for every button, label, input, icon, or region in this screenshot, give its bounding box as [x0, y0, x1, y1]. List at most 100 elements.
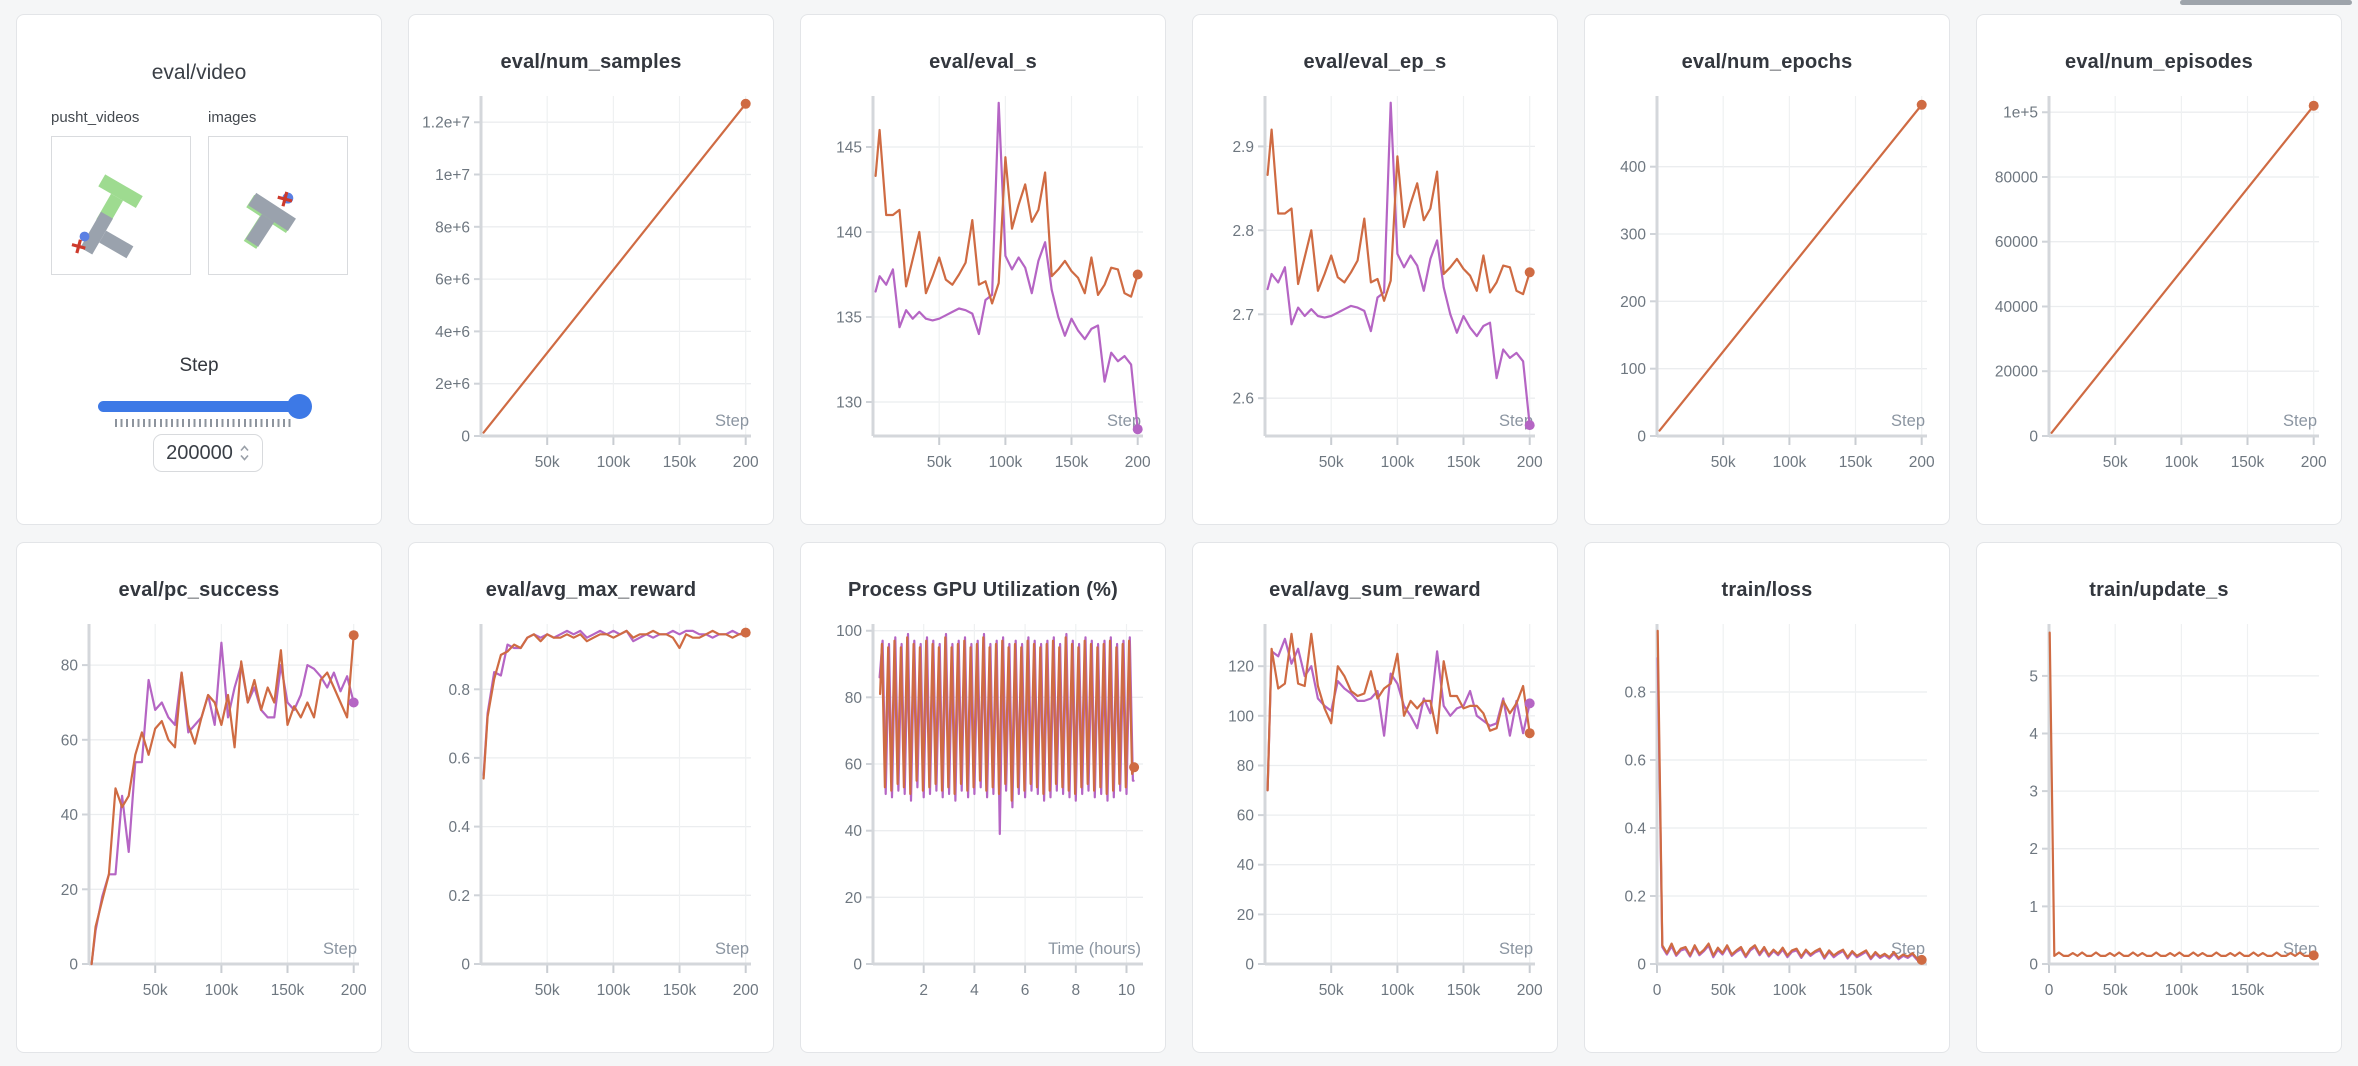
svg-text:0.4: 0.4: [448, 819, 470, 836]
svg-text:2.9: 2.9: [1232, 139, 1254, 156]
line-chart-eval-eval-s[interactable]: 130 135 140 145 50k 100k 150k 200 Step: [805, 88, 1161, 488]
svg-text:100k: 100k: [989, 454, 1023, 471]
svg-text:0: 0: [461, 429, 470, 446]
svg-text:0.4: 0.4: [1624, 821, 1646, 838]
panel-title: eval/video: [151, 61, 247, 84]
svg-text:140: 140: [836, 225, 862, 242]
chart-title: train/loss: [1721, 579, 1813, 601]
svg-text:50k: 50k: [1319, 982, 1344, 999]
step-slider-handle[interactable]: [287, 394, 312, 419]
svg-text:1: 1: [2029, 899, 2038, 916]
video-thumbnail-pusht[interactable]: [51, 136, 191, 275]
target-cross-icon: [71, 239, 86, 254]
svg-text:0: 0: [69, 957, 78, 974]
panel-eval-video: eval/video pusht_videos images: [16, 14, 382, 525]
svg-text:2e+6: 2e+6: [435, 376, 470, 393]
step-number-input[interactable]: 200000: [153, 434, 263, 472]
svg-text:100: 100: [836, 623, 862, 640]
step-slider[interactable]: [98, 394, 312, 419]
svg-text:5: 5: [2029, 668, 2038, 685]
svg-text:60: 60: [1237, 808, 1255, 825]
svg-text:100k: 100k: [205, 982, 239, 999]
line-chart-train-loss[interactable]: 0 0.2 0.4 0.6 0.8 0 50k 100k 150k Step: [1589, 616, 1945, 1016]
line-chart-process-gpu-utilization[interactable]: 0 20 40 60 80 100 2 4 6 8 10 Time (hours): [805, 616, 1161, 1016]
svg-text:100k: 100k: [2165, 982, 2199, 999]
svg-text:40000: 40000: [1995, 299, 2038, 316]
line-chart-eval-avg-max-reward[interactable]: 0 0.2 0.4 0.6 0.8 50k 100k 150k 200 Step: [413, 616, 769, 1016]
media-label-images: images: [208, 109, 257, 126]
svg-text:100k: 100k: [2165, 454, 2199, 471]
svg-text:100: 100: [1620, 361, 1646, 378]
line-chart-eval-avg-sum-reward[interactable]: 0 20 40 60 80 100 120 50k 100k 150k 200 Step: [1197, 616, 1553, 1016]
gray-t-shape: [80, 211, 134, 259]
panel-eval-avg-sum-reward: eval/avg_sum_reward 0 20 40 60 80 100 120 50k 10…: [1192, 542, 1558, 1053]
panel-process-gpu-utilization: Process GPU Utilization (%) 0 20 40 60 80 100…: [800, 542, 1166, 1053]
chart-title: eval/pc_success: [118, 579, 280, 601]
svg-text:100k: 100k: [1773, 982, 1807, 999]
svg-text:8e+6: 8e+6: [435, 219, 470, 236]
svg-text:1e+5: 1e+5: [2003, 105, 2038, 122]
pusht-scene-image: [71, 174, 143, 259]
line-chart-eval-eval-ep-s[interactable]: 2.6 2.7 2.8 2.9 50k 100k 150k 200 Step: [1197, 88, 1553, 488]
svg-text:10: 10: [1118, 982, 1136, 999]
step-value: 200000: [166, 441, 233, 464]
svg-text:150k: 150k: [2231, 982, 2265, 999]
chart-title: eval/num_episodes: [2065, 51, 2253, 73]
svg-text:200: 200: [1909, 454, 1935, 471]
video-thumbnail-images[interactable]: [208, 136, 348, 275]
agent-dot: [79, 231, 90, 242]
line-chart-eval-num-samples[interactable]: 0 2e+6 4e+6 6e+6 8e+6 1e+7 1.2e+7 50k 100k 150k 20…: [413, 88, 769, 488]
svg-text:100k: 100k: [597, 982, 631, 999]
svg-text:120: 120: [1228, 659, 1254, 676]
panel-eval-eval-s: eval/eval_s 130 135 140 145 50k 100k 150k 200 St…: [800, 14, 1166, 525]
horizontal-scrollbar-thumb[interactable]: [2180, 0, 2352, 5]
svg-text:200: 200: [1517, 982, 1543, 999]
svg-text:50k: 50k: [535, 982, 560, 999]
svg-text:200: 200: [1125, 454, 1151, 471]
svg-text:Step: Step: [715, 940, 749, 958]
chevron-down-icon[interactable]: [239, 453, 250, 462]
svg-text:0: 0: [2029, 429, 2038, 446]
svg-text:4e+6: 4e+6: [435, 324, 470, 341]
green-t-shape: [96, 174, 143, 227]
svg-text:Step: Step: [1499, 940, 1533, 958]
svg-text:0: 0: [853, 957, 862, 974]
svg-text:2.6: 2.6: [1232, 391, 1254, 408]
svg-text:200: 200: [733, 982, 759, 999]
svg-text:50k: 50k: [1711, 454, 1736, 471]
line-chart-eval-num-epochs[interactable]: 0 100 200 300 400 50k 100k 150k 200 Step: [1589, 88, 1945, 488]
chevron-up-icon[interactable]: [239, 444, 250, 453]
line-chart-eval-pc-success[interactable]: 0 20 40 60 80 50k 100k 150k 200 Step: [21, 616, 377, 1016]
svg-text:150k: 150k: [1447, 982, 1481, 999]
chart-title: Process GPU Utilization (%): [848, 579, 1118, 601]
svg-text:0: 0: [461, 957, 470, 974]
stepper-arrows[interactable]: [239, 444, 250, 462]
svg-text:145: 145: [836, 140, 862, 157]
svg-text:Time (hours): Time (hours): [1048, 940, 1141, 958]
svg-text:2: 2: [2029, 841, 2038, 858]
svg-text:50k: 50k: [2103, 454, 2128, 471]
chart-title: eval/num_epochs: [1681, 51, 1853, 73]
svg-text:50k: 50k: [1319, 454, 1344, 471]
svg-text:130: 130: [836, 395, 862, 412]
svg-text:100: 100: [1228, 708, 1254, 725]
svg-text:400: 400: [1620, 159, 1646, 176]
svg-text:50k: 50k: [2103, 982, 2128, 999]
svg-text:100k: 100k: [1381, 982, 1415, 999]
svg-text:0: 0: [1245, 957, 1254, 974]
svg-text:Step: Step: [1891, 940, 1925, 958]
svg-text:Step: Step: [1107, 412, 1141, 430]
svg-text:4: 4: [2029, 726, 2038, 743]
svg-text:50k: 50k: [143, 982, 168, 999]
svg-text:Step: Step: [715, 412, 749, 430]
svg-text:40: 40: [61, 807, 79, 824]
gray-t-shape: [245, 192, 296, 247]
svg-text:3: 3: [2029, 784, 2038, 801]
svg-text:0: 0: [2045, 982, 2054, 999]
line-chart-eval-num-episodes[interactable]: 0 20000 40000 60000 80000 1e+5 50k 100k 150k 200 S…: [1981, 88, 2337, 488]
svg-text:150k: 150k: [663, 454, 697, 471]
svg-text:0.6: 0.6: [448, 750, 470, 767]
svg-text:80: 80: [61, 658, 79, 675]
chart-title: eval/avg_max_reward: [485, 579, 697, 601]
